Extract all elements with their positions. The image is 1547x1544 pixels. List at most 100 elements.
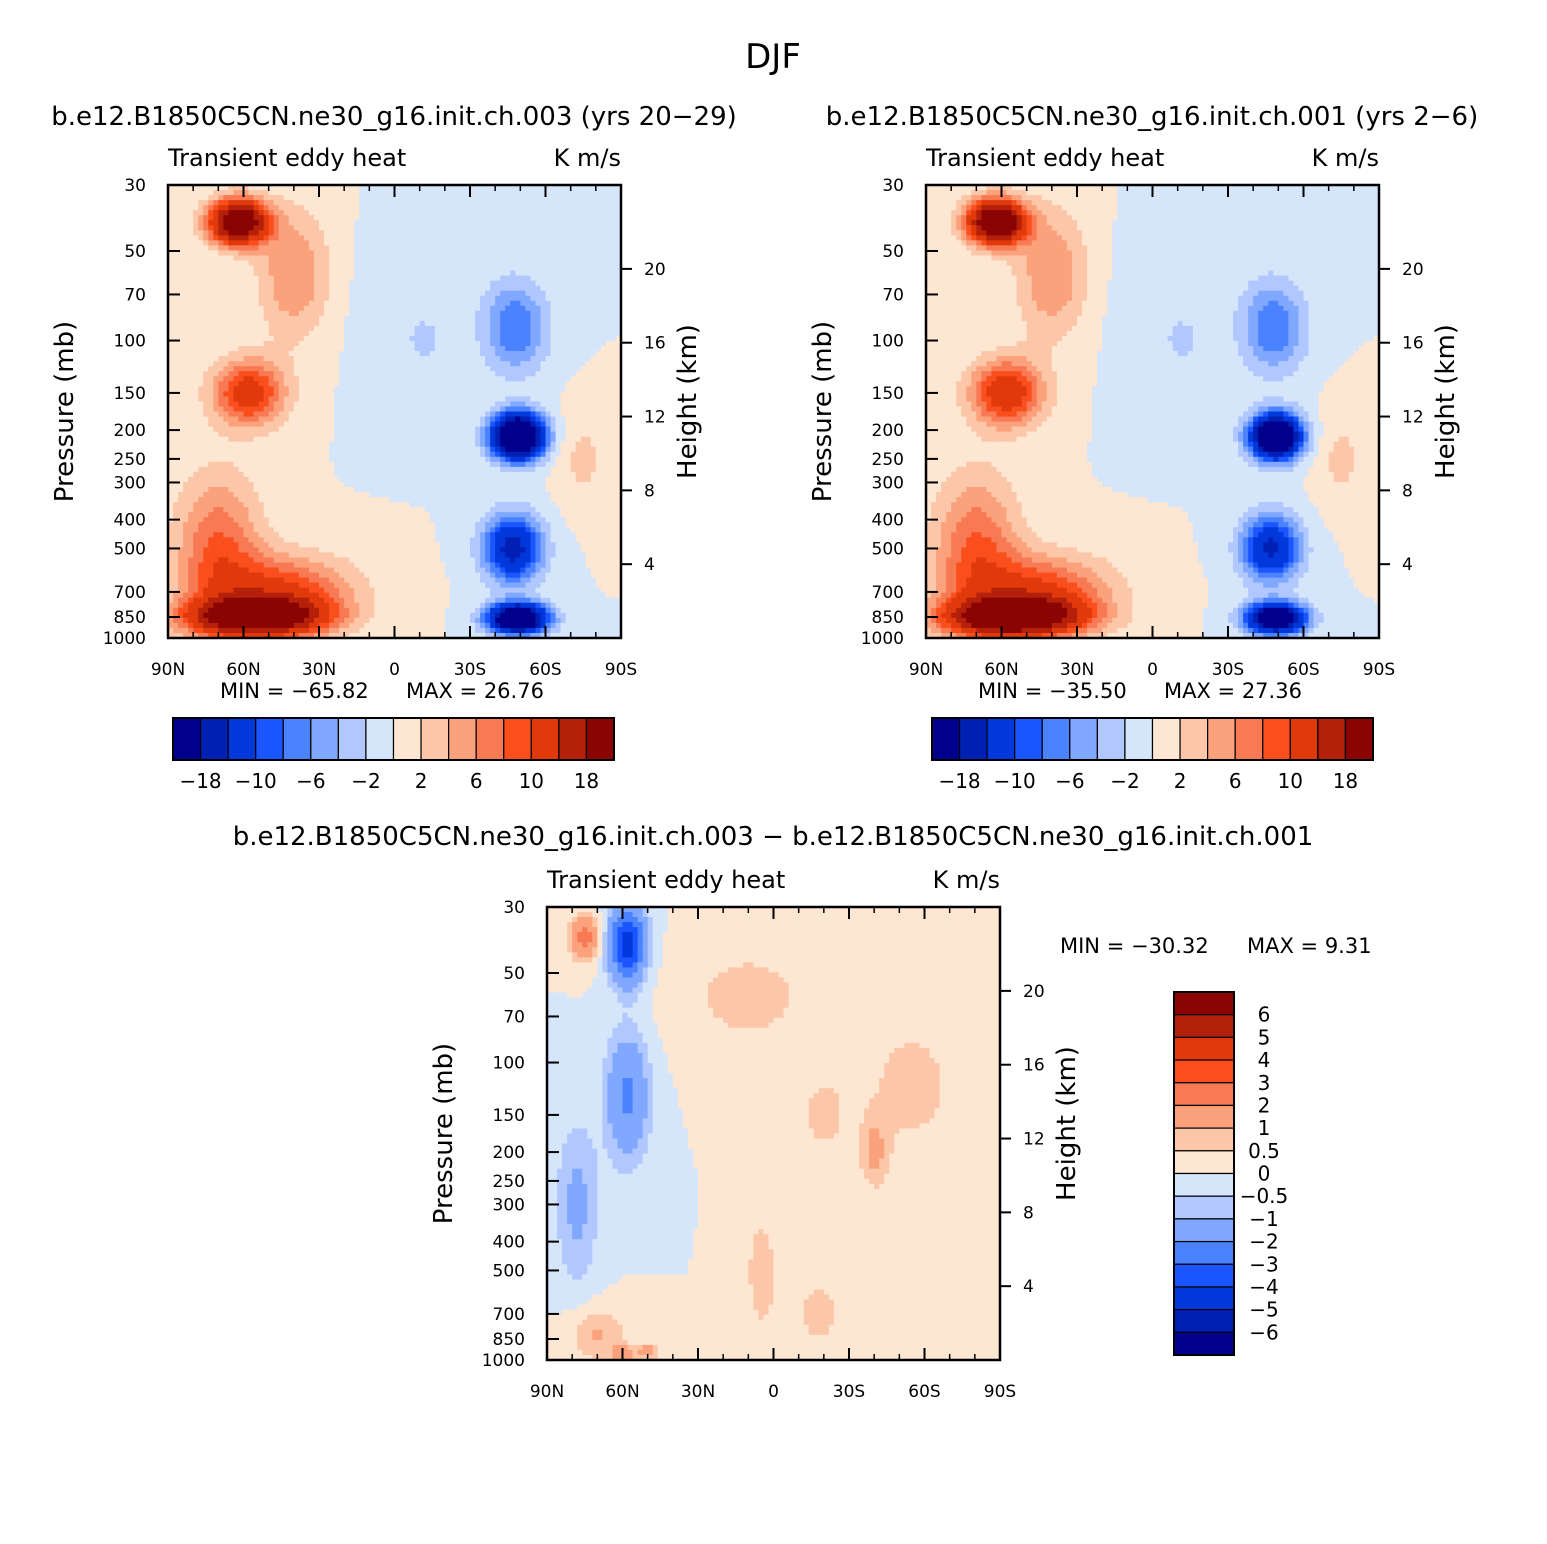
field-cell: [193, 431, 199, 438]
field-cell: [218, 341, 224, 347]
field-cell: [283, 456, 290, 463]
field-cell: [268, 376, 275, 382]
field-cell: [555, 230, 562, 236]
field-cell: [480, 386, 486, 392]
field-cell: [414, 341, 421, 347]
field-cell: [510, 285, 516, 292]
field-cell: [324, 346, 330, 352]
field-cell: [429, 295, 436, 302]
field-cell: [600, 245, 607, 252]
field-cell: [193, 391, 199, 397]
field-cell: [369, 250, 375, 257]
field-cell: [243, 280, 250, 287]
field-cell: [454, 225, 461, 231]
field-cell: [374, 265, 380, 272]
field-cell: [605, 320, 612, 327]
field-cell: [444, 285, 451, 292]
field-cell: [278, 280, 285, 287]
field-cell: [540, 305, 547, 312]
field-cell: [434, 295, 441, 302]
field-cell: [459, 250, 466, 257]
field-cell: [273, 421, 280, 428]
field-cell: [238, 451, 245, 458]
field-cell: [540, 341, 547, 347]
field-cell: [404, 240, 411, 246]
field-cell: [490, 446, 496, 453]
field-cell: [313, 200, 320, 206]
field-cell: [203, 225, 209, 231]
field-cell: [535, 361, 542, 367]
field-cell: [409, 456, 416, 463]
field-cell: [213, 245, 219, 252]
field-cell: [530, 305, 537, 312]
field-cell: [525, 205, 531, 211]
field-cell: [364, 416, 370, 423]
field-cell: [188, 336, 194, 342]
field-cell: [525, 421, 531, 428]
field-cell: [470, 250, 476, 257]
field-cell: [555, 225, 562, 231]
field-cell: [610, 431, 617, 438]
field-cell: [243, 245, 250, 252]
field-cell: [303, 320, 310, 327]
field-cell: [615, 421, 621, 428]
field-cell: [389, 320, 396, 327]
field-cell: [223, 366, 229, 372]
field-cell: [575, 260, 582, 267]
field-cell: [228, 431, 235, 438]
field-cell: [324, 411, 330, 418]
field-cell: [429, 285, 436, 292]
field-cell: [268, 320, 275, 327]
field-cell: [319, 341, 325, 347]
field-cell: [555, 391, 562, 397]
field-cell: [308, 205, 315, 211]
field-cell: [600, 210, 607, 216]
field-cell: [173, 416, 179, 423]
field-cell: [459, 406, 466, 413]
field-cell: [500, 285, 506, 292]
field-cell: [570, 245, 577, 252]
field-cell: [490, 295, 496, 302]
field-cell: [168, 386, 174, 392]
field-cell: [590, 300, 597, 307]
field-cell: [404, 310, 411, 317]
field-cell: [409, 320, 416, 327]
field-cell: [590, 401, 597, 408]
field-cell: [288, 270, 295, 277]
field-cell: [575, 215, 582, 221]
field-cell: [500, 386, 506, 392]
field-cell: [193, 396, 199, 403]
field-cell: [288, 195, 295, 201]
field-cell: [374, 421, 380, 428]
field-cell: [429, 320, 436, 327]
field-cell: [555, 320, 562, 327]
field-cell: [228, 341, 235, 347]
field-cell: [364, 426, 370, 433]
field-cell: [374, 185, 380, 191]
field-cell: [273, 451, 280, 458]
field-cell: [550, 411, 557, 418]
field-cell: [500, 185, 506, 191]
field-cell: [248, 346, 255, 352]
field-cell: [520, 356, 526, 362]
field-cell: [500, 220, 506, 226]
field-cell: [580, 325, 587, 332]
field-cell: [464, 381, 471, 387]
field-cell: [339, 396, 345, 403]
field-cell: [293, 401, 300, 408]
field-cell: [313, 416, 320, 423]
field-cell: [470, 441, 476, 448]
field-cell: [550, 451, 557, 458]
field-cell: [183, 325, 189, 332]
field-cell: [590, 376, 597, 382]
field-cell: [298, 426, 305, 433]
field-cell: [283, 391, 290, 397]
field-cell: [238, 431, 245, 438]
field-cell: [283, 240, 290, 246]
field-cell: [324, 265, 330, 272]
field-cell: [273, 230, 280, 236]
field-cell: [268, 446, 275, 453]
field-cell: [329, 325, 335, 332]
field-cell: [545, 426, 552, 433]
field-cell: [464, 190, 471, 196]
